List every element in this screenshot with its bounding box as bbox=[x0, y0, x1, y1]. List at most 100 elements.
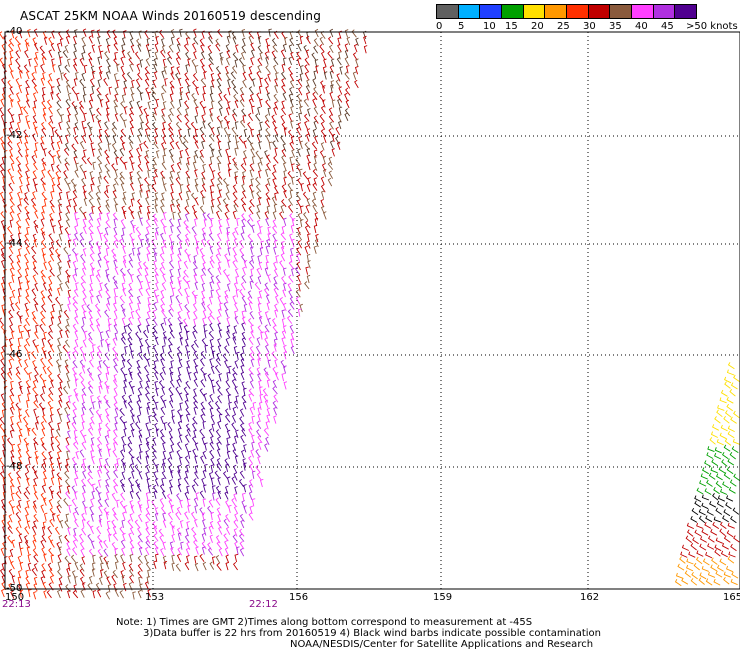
wind-barb bbox=[26, 226, 30, 235]
wind-barb bbox=[42, 162, 46, 171]
wind-barb bbox=[10, 162, 15, 172]
wind-barb bbox=[32, 547, 39, 557]
wind-barb bbox=[99, 381, 103, 390]
wind-barb bbox=[18, 434, 23, 443]
wind-barb bbox=[291, 238, 295, 248]
wind-barb bbox=[78, 372, 85, 381]
wind-barb bbox=[201, 338, 207, 347]
wind-barb bbox=[90, 350, 94, 360]
wind-barb bbox=[175, 72, 180, 81]
wind-barb bbox=[192, 533, 198, 543]
wind-barb bbox=[720, 488, 728, 495]
wind-barb bbox=[153, 252, 158, 261]
wind-barb bbox=[50, 86, 55, 95]
wind-barb bbox=[184, 287, 189, 297]
wind-barb bbox=[91, 490, 95, 500]
wind-barb bbox=[113, 36, 118, 45]
wind-barb bbox=[25, 449, 31, 459]
wind-barb bbox=[199, 553, 205, 563]
wind-barb bbox=[152, 325, 158, 334]
wind-barb bbox=[123, 161, 128, 170]
wind-barb bbox=[256, 429, 262, 438]
wind-barb bbox=[259, 226, 263, 235]
wind-barb bbox=[74, 316, 79, 325]
wind-barb bbox=[17, 43, 22, 52]
wind-barb bbox=[178, 434, 183, 443]
wind-barb bbox=[161, 386, 166, 395]
wind-barb bbox=[274, 185, 279, 194]
wind-barb bbox=[129, 575, 134, 584]
wind-barb bbox=[95, 318, 101, 327]
wind-barb bbox=[40, 77, 45, 86]
wind-barb bbox=[25, 93, 30, 102]
wind-barb bbox=[170, 225, 174, 234]
wind-barb bbox=[176, 43, 181, 52]
wind-barb bbox=[113, 387, 118, 396]
wind-barb bbox=[42, 470, 47, 479]
wind-barb bbox=[0, 324, 7, 333]
wind-barb bbox=[88, 225, 94, 234]
wind-barb bbox=[218, 107, 223, 117]
wind-barb bbox=[176, 114, 182, 123]
wind-barb bbox=[199, 490, 205, 499]
wind-barb bbox=[162, 458, 167, 467]
wind-barb bbox=[258, 129, 263, 138]
wind-barb bbox=[81, 304, 86, 313]
wind-barb bbox=[120, 367, 126, 376]
wind-barb bbox=[24, 49, 29, 59]
wind-barb bbox=[193, 429, 197, 439]
wind-barb bbox=[64, 364, 70, 374]
wind-barb bbox=[224, 345, 230, 354]
wind-barb bbox=[167, 51, 173, 60]
wind-barb bbox=[183, 318, 188, 327]
wind-barb bbox=[90, 513, 95, 522]
wind-barb bbox=[122, 273, 126, 283]
wind-barb bbox=[201, 282, 206, 292]
wind-barb bbox=[178, 392, 183, 401]
longitude-label: 159 bbox=[433, 592, 453, 603]
wind-barb bbox=[176, 346, 183, 355]
wind-barb bbox=[313, 177, 318, 186]
wind-barb bbox=[145, 506, 151, 516]
wind-barb bbox=[696, 487, 704, 495]
wind-barb bbox=[170, 164, 175, 173]
wind-barb bbox=[121, 519, 126, 528]
wind-barb bbox=[107, 429, 111, 439]
wind-barb bbox=[49, 253, 55, 262]
wind-barb bbox=[145, 121, 151, 131]
wind-barb bbox=[90, 295, 94, 304]
legend-label: 15 bbox=[505, 21, 518, 32]
wind-barb bbox=[242, 79, 247, 88]
wind-barb bbox=[715, 507, 723, 515]
wind-barb bbox=[226, 437, 230, 446]
wind-barb bbox=[225, 191, 230, 201]
wind-barb bbox=[730, 543, 737, 552]
wind-barb bbox=[106, 527, 111, 536]
wind-barb bbox=[57, 422, 61, 431]
wind-barb bbox=[104, 434, 109, 444]
wind-barb bbox=[176, 107, 182, 116]
wind-barb bbox=[700, 536, 707, 543]
wind-barb bbox=[256, 267, 261, 277]
wind-barb bbox=[259, 98, 263, 108]
wind-barb bbox=[58, 266, 63, 275]
wind-barb bbox=[119, 295, 125, 304]
wind-barb bbox=[185, 148, 190, 157]
wind-barb bbox=[712, 493, 719, 501]
wind-barb bbox=[212, 385, 216, 394]
wind-barb bbox=[330, 80, 335, 89]
wind-barb bbox=[48, 450, 53, 460]
wind-barb bbox=[161, 38, 165, 47]
wind-barb bbox=[209, 441, 215, 450]
wind-barb bbox=[271, 50, 277, 59]
wind-barb bbox=[129, 371, 133, 380]
wind-barb bbox=[50, 190, 54, 200]
wind-barb bbox=[97, 184, 101, 194]
wind-barb bbox=[112, 449, 118, 458]
wind-barb bbox=[311, 141, 318, 150]
wind-barb bbox=[283, 282, 287, 291]
wind-barb bbox=[217, 72, 222, 81]
wind-barb bbox=[123, 119, 127, 128]
wind-barb bbox=[170, 85, 174, 95]
wind-barb bbox=[224, 308, 229, 318]
